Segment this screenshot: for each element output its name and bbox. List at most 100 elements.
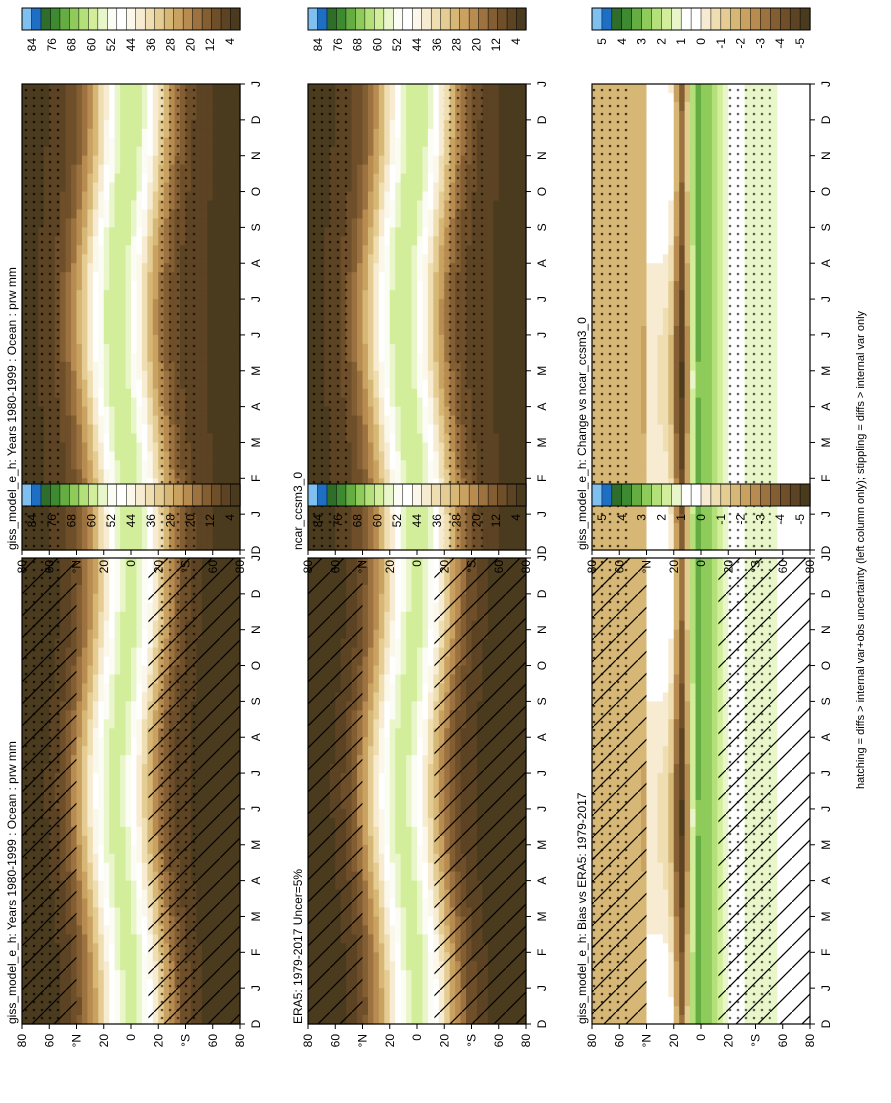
field-cell [224,201,230,211]
field-cell [82,827,88,837]
field-cell [142,1006,148,1016]
field-cell [218,111,224,121]
field-cell [77,84,83,94]
field-cell [202,362,208,372]
field-cell [126,612,132,622]
field-cell [104,800,110,810]
field-cell [66,84,72,94]
field-cell [77,335,83,345]
field-cell [120,683,126,693]
field-cell [93,353,99,363]
field-cell [77,737,83,747]
field-cell [229,209,235,219]
field-cell [82,120,88,130]
field-cell [104,272,110,282]
field-cell [71,209,77,219]
field-cell [202,129,208,139]
field-cell [126,827,132,837]
field-cell [104,93,110,103]
field-cell [115,380,121,390]
field-cell [87,961,93,971]
field-cell [71,425,77,435]
field-cell [147,129,153,139]
field-cell [224,254,230,264]
field-cell [71,416,77,426]
lat-label: 80 [233,1034,247,1048]
field-cell [82,192,88,202]
field-cell [77,943,83,953]
field-cell [207,451,213,461]
field-cell [147,281,153,291]
field-cell [93,692,99,702]
field-cell [368,1015,374,1025]
field-cell [136,863,142,873]
field-cell [136,245,142,255]
field-cell [98,380,104,390]
month-label: J [249,296,263,302]
field-cell [82,93,88,103]
field-cell [98,317,104,327]
field-cell [379,719,385,729]
field-cell [93,245,99,255]
field-cell [147,174,153,184]
field-cell [93,93,99,103]
field-cell [368,612,374,622]
field-cell [109,916,115,926]
field-cell [77,890,83,900]
field-cell [126,675,132,685]
field-cell [77,102,83,112]
field-cell [373,594,379,604]
field-cell [373,908,379,918]
field-cell [368,683,374,693]
field-cell [147,469,153,479]
field-cell [109,209,115,219]
field-cell [202,227,208,237]
field-cell [98,201,104,211]
field-cell [82,111,88,121]
field-cell [202,281,208,291]
field-cell [213,254,219,264]
field-cell [131,84,137,94]
field-cell [224,451,230,461]
field-cell [82,791,88,801]
field-cell [218,317,224,327]
field-cell [142,192,148,202]
field-cell [218,398,224,408]
field-cell [93,389,99,399]
field-cell [126,425,132,435]
field-cell [218,174,224,184]
field-cell [142,505,148,515]
field-cell [87,728,93,738]
field-cell [66,263,72,273]
field-cell [93,138,99,148]
field-cell [126,254,132,264]
field-cell [363,728,369,738]
field-cell [379,657,385,667]
field-cell [126,692,132,702]
field-cell [82,818,88,828]
field-cell [368,863,374,873]
field-cell [109,505,115,515]
field-cell [142,791,148,801]
field-cell [213,362,219,372]
field-cell [109,863,115,873]
field-cell [71,236,77,246]
field-cell [147,434,153,444]
field-cell [77,425,83,435]
field-cell [98,407,104,417]
field-cell [87,362,93,372]
field-cell [66,407,72,417]
field-cell [93,881,99,891]
field-cell [115,201,121,211]
field-cell [142,764,148,774]
field-cell [115,925,121,935]
field-cell [131,773,137,783]
field-cell [131,916,137,926]
field-cell [82,836,88,846]
field-cell [104,165,110,175]
field-cell [136,872,142,882]
field-cell [115,854,121,864]
field-cell [98,425,104,435]
field-cell [142,389,148,399]
field-cell [109,800,115,810]
